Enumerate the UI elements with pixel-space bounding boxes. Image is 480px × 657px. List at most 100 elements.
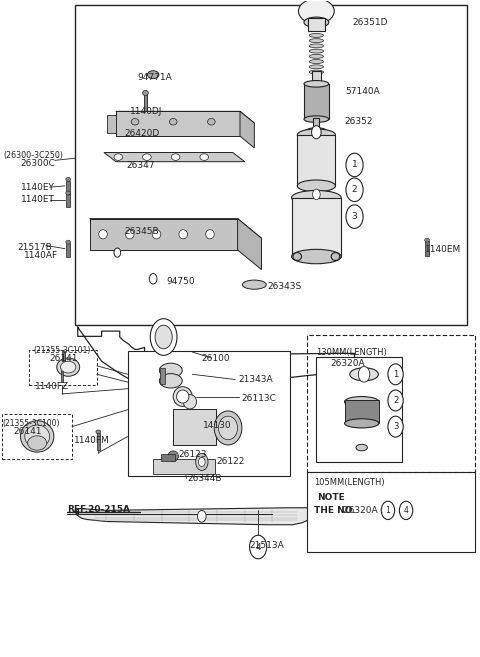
Text: 105MM(LENGTH): 105MM(LENGTH)	[314, 478, 385, 487]
Text: (21355-3C101): (21355-3C101)	[34, 346, 91, 355]
Text: 26351D: 26351D	[352, 18, 388, 27]
Ellipse shape	[159, 374, 182, 388]
Circle shape	[346, 205, 363, 229]
Ellipse shape	[96, 430, 101, 434]
Bar	[297, 135, 336, 186]
Ellipse shape	[131, 118, 139, 125]
Bar	[316, 357, 402, 462]
Text: 26141: 26141	[13, 427, 42, 436]
Circle shape	[388, 416, 403, 437]
Ellipse shape	[309, 70, 324, 74]
Ellipse shape	[345, 397, 379, 407]
Circle shape	[312, 125, 321, 139]
Text: 1: 1	[352, 160, 358, 170]
Ellipse shape	[305, 127, 328, 137]
Circle shape	[346, 178, 363, 202]
Text: 26343S: 26343S	[268, 282, 302, 291]
Circle shape	[381, 501, 395, 520]
Ellipse shape	[66, 240, 71, 244]
Text: 21517B: 21517B	[17, 243, 52, 252]
Ellipse shape	[214, 411, 242, 445]
Bar	[308, 18, 325, 31]
Polygon shape	[240, 111, 254, 148]
Text: 26123: 26123	[178, 450, 206, 459]
Ellipse shape	[168, 451, 179, 461]
Circle shape	[149, 273, 157, 284]
Text: 26345B: 26345B	[124, 227, 159, 235]
Bar	[312, 72, 321, 83]
Ellipse shape	[425, 238, 430, 242]
Ellipse shape	[218, 416, 238, 440]
Ellipse shape	[57, 358, 80, 376]
Text: 26352: 26352	[344, 117, 372, 126]
Ellipse shape	[309, 65, 324, 69]
Ellipse shape	[331, 252, 340, 260]
Ellipse shape	[171, 154, 180, 160]
Text: 26100: 26100	[201, 354, 229, 363]
Bar	[60, 371, 63, 382]
Circle shape	[198, 510, 206, 522]
Ellipse shape	[291, 191, 341, 205]
Ellipse shape	[242, 280, 266, 289]
Text: 26347: 26347	[126, 161, 155, 170]
Bar	[161, 454, 175, 461]
Ellipse shape	[304, 81, 329, 87]
Ellipse shape	[291, 250, 341, 263]
Text: (21355-3C100): (21355-3C100)	[2, 419, 60, 428]
Text: 4: 4	[255, 543, 261, 551]
Bar	[313, 118, 319, 127]
Ellipse shape	[114, 154, 122, 160]
Circle shape	[199, 457, 205, 466]
Bar	[66, 194, 70, 208]
Text: 2: 2	[393, 396, 398, 405]
Text: 1140FM: 1140FM	[74, 436, 109, 445]
Text: 26300C: 26300C	[21, 159, 55, 168]
Text: NOTE: NOTE	[317, 493, 345, 503]
Bar	[291, 198, 341, 256]
Text: 2: 2	[352, 185, 357, 194]
Ellipse shape	[356, 444, 367, 451]
Text: 26320A: 26320A	[331, 359, 365, 368]
Text: 94771A: 94771A	[137, 74, 172, 82]
Ellipse shape	[21, 420, 54, 452]
Bar	[160, 368, 165, 384]
Polygon shape	[116, 111, 254, 123]
Ellipse shape	[143, 154, 151, 160]
Polygon shape	[238, 219, 262, 269]
Circle shape	[359, 367, 370, 382]
Text: 3: 3	[352, 212, 358, 221]
Ellipse shape	[309, 34, 324, 37]
Bar	[173, 409, 216, 445]
Circle shape	[250, 535, 267, 559]
Ellipse shape	[25, 425, 49, 448]
Bar	[128, 351, 290, 476]
Text: 57140A: 57140A	[345, 87, 380, 96]
Circle shape	[388, 364, 403, 385]
Text: 21513A: 21513A	[250, 541, 284, 550]
Circle shape	[399, 501, 413, 520]
Ellipse shape	[205, 230, 214, 239]
Ellipse shape	[99, 230, 108, 239]
Circle shape	[150, 319, 177, 355]
Bar	[153, 459, 215, 474]
Text: 26420D: 26420D	[124, 129, 160, 138]
Text: 1140AF: 1140AF	[24, 252, 58, 260]
Text: 26344B: 26344B	[188, 474, 222, 483]
Text: 130MM(LENGTH): 130MM(LENGTH)	[316, 348, 387, 357]
Text: 3: 3	[393, 422, 398, 431]
Bar	[345, 401, 379, 423]
Ellipse shape	[28, 436, 47, 450]
Text: 1140ET: 1140ET	[21, 195, 54, 204]
Ellipse shape	[177, 390, 189, 403]
Circle shape	[196, 453, 208, 470]
Text: 14130: 14130	[203, 422, 232, 430]
Ellipse shape	[183, 395, 197, 409]
Bar	[97, 433, 100, 449]
Text: 94750: 94750	[166, 277, 195, 286]
Bar	[144, 93, 147, 111]
Text: REF.20-215A: REF.20-215A	[67, 505, 130, 514]
Text: 1: 1	[393, 370, 398, 379]
Ellipse shape	[309, 60, 324, 64]
Ellipse shape	[150, 275, 156, 282]
Text: ~: ~	[391, 505, 400, 515]
